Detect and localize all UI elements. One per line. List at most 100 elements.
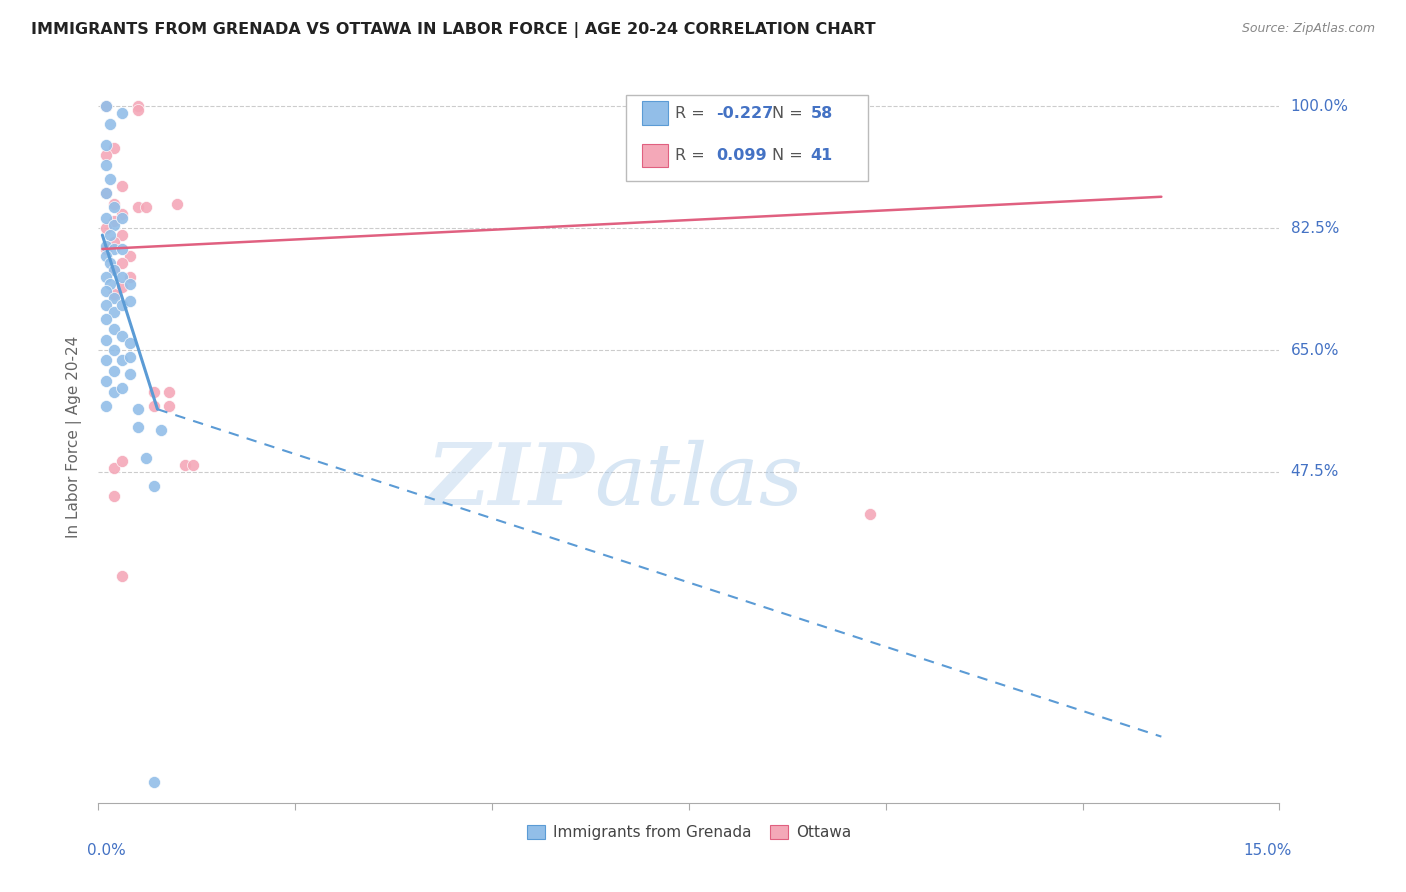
Point — [96, 137, 118, 152]
Point — [96, 99, 118, 113]
Point — [96, 284, 118, 298]
Point — [96, 238, 118, 252]
Point — [111, 353, 134, 368]
Point — [103, 200, 125, 214]
Text: 82.5%: 82.5% — [1291, 220, 1339, 235]
Point — [111, 106, 134, 120]
Point — [111, 256, 134, 270]
Point — [174, 458, 197, 472]
Point — [127, 99, 149, 113]
Point — [103, 235, 125, 249]
Text: 41: 41 — [811, 148, 832, 163]
Point — [111, 242, 134, 256]
Point — [118, 294, 141, 309]
Text: 0.099: 0.099 — [716, 148, 766, 163]
Point — [98, 117, 121, 131]
FancyBboxPatch shape — [626, 95, 869, 181]
Point — [96, 311, 118, 326]
Point — [118, 249, 141, 263]
Text: 0.0%: 0.0% — [87, 843, 125, 858]
Point — [96, 186, 118, 201]
Point — [96, 298, 118, 312]
Point — [111, 454, 134, 468]
Point — [166, 196, 188, 211]
Point — [118, 350, 141, 364]
Point — [103, 214, 125, 228]
Point — [103, 263, 125, 277]
Y-axis label: In Labor Force | Age 20-24: In Labor Force | Age 20-24 — [66, 336, 83, 538]
Point — [98, 256, 121, 270]
Point — [96, 211, 118, 225]
Point — [111, 329, 134, 343]
Point — [127, 402, 149, 417]
Text: N =: N = — [772, 148, 807, 163]
Text: R =: R = — [675, 148, 710, 163]
Point — [96, 221, 118, 235]
Text: atlas: atlas — [595, 440, 804, 523]
Point — [96, 99, 118, 113]
Point — [118, 368, 141, 382]
Point — [103, 322, 125, 336]
Point — [103, 141, 125, 155]
Point — [127, 419, 149, 434]
Point — [142, 399, 165, 413]
Point — [103, 304, 125, 318]
Point — [111, 179, 134, 194]
Text: 100.0%: 100.0% — [1291, 99, 1348, 113]
Point — [103, 287, 125, 301]
Point — [111, 211, 134, 225]
Point — [111, 298, 134, 312]
Text: ZIP: ZIP — [426, 439, 595, 523]
Legend: Immigrants from Grenada, Ottawa: Immigrants from Grenada, Ottawa — [520, 819, 858, 847]
Point — [103, 489, 125, 503]
Text: 65.0%: 65.0% — [1291, 343, 1339, 358]
Point — [103, 461, 125, 475]
Point — [98, 277, 121, 291]
Point — [859, 507, 882, 521]
Point — [103, 218, 125, 232]
Point — [111, 280, 134, 294]
Point — [127, 200, 149, 214]
Point — [157, 399, 180, 413]
Text: N =: N = — [772, 105, 807, 120]
Point — [111, 207, 134, 221]
Point — [103, 242, 125, 256]
Point — [118, 269, 141, 284]
Point — [157, 384, 180, 399]
Point — [142, 479, 165, 493]
Point — [118, 277, 141, 291]
Point — [96, 353, 118, 368]
Point — [96, 333, 118, 347]
Point — [96, 242, 118, 256]
Point — [103, 384, 125, 399]
Bar — [641, 144, 668, 167]
Point — [111, 269, 134, 284]
Point — [150, 423, 173, 437]
Point — [98, 228, 121, 243]
Text: 15.0%: 15.0% — [1243, 843, 1291, 858]
Point — [98, 172, 121, 186]
Point — [103, 343, 125, 357]
Text: Source: ZipAtlas.com: Source: ZipAtlas.com — [1241, 22, 1375, 36]
Point — [111, 228, 134, 243]
Point — [103, 263, 125, 277]
Point — [142, 384, 165, 399]
Point — [96, 375, 118, 389]
Text: R =: R = — [675, 105, 710, 120]
Point — [103, 364, 125, 378]
Bar — [641, 102, 668, 125]
Point — [96, 186, 118, 201]
Text: IMMIGRANTS FROM GRENADA VS OTTAWA IN LABOR FORCE | AGE 20-24 CORRELATION CHART: IMMIGRANTS FROM GRENADA VS OTTAWA IN LAB… — [31, 22, 876, 38]
Point — [142, 775, 165, 789]
Point — [103, 291, 125, 305]
Point — [135, 200, 157, 214]
Text: -0.227: -0.227 — [716, 105, 773, 120]
Point — [135, 450, 157, 465]
Point — [127, 103, 149, 117]
Text: 58: 58 — [811, 105, 832, 120]
Point — [96, 269, 118, 284]
Point — [96, 148, 118, 162]
Text: 47.5%: 47.5% — [1291, 465, 1339, 479]
Point — [111, 569, 134, 583]
Point — [96, 158, 118, 172]
